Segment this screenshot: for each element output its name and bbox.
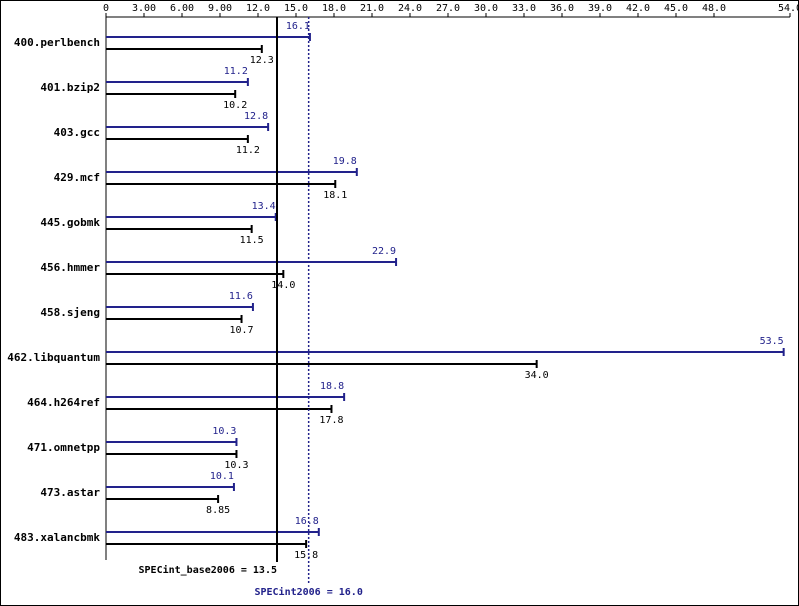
category-label: 456.hmmer: [40, 261, 100, 274]
x-tick-label: 12.0: [246, 3, 270, 14]
x-tick-label: 45.0: [664, 3, 688, 14]
category-label: 458.sjeng: [40, 306, 100, 319]
value-label: 11.2: [236, 145, 260, 156]
bar: [106, 78, 249, 86]
value-label: 11.2: [224, 66, 248, 77]
bar: [106, 303, 254, 311]
value-label: 10.1: [210, 471, 234, 482]
bar: [106, 450, 238, 458]
bar: [106, 45, 263, 53]
mean-label: SPECint_base2006 = 13.5: [139, 564, 277, 576]
x-tick-label: 6.00: [170, 3, 194, 14]
x-tick-label: 33.0: [512, 3, 536, 14]
bar: [106, 315, 243, 323]
value-label: 18.8: [320, 381, 344, 392]
bar: [106, 483, 235, 491]
value-label: 10.3: [212, 426, 236, 437]
bar: [106, 123, 270, 131]
x-tick-label: 3.00: [132, 3, 156, 14]
value-label: 16.8: [295, 516, 319, 527]
bar: [106, 213, 277, 221]
mean-label: SPECint2006 = 16.0: [254, 586, 362, 598]
value-label: 14.0: [271, 280, 295, 291]
value-label: 22.9: [372, 246, 396, 257]
value-label: 16.1: [286, 21, 310, 32]
value-label: 12.8: [244, 111, 268, 122]
value-label: 53.5: [760, 336, 784, 347]
bar: [106, 540, 308, 548]
x-tick-label: 48.0: [702, 3, 726, 14]
value-label: 10.7: [229, 325, 253, 336]
bar: [106, 225, 253, 233]
bar: [106, 495, 220, 503]
bar: [106, 90, 237, 98]
x-tick-label: 39.0: [588, 3, 612, 14]
category-label: 429.mcf: [54, 171, 100, 184]
bar: [106, 135, 249, 143]
value-label: 10.2: [223, 100, 247, 111]
x-tick-label: 42.0: [626, 3, 650, 14]
x-tick-label: 9.00: [208, 3, 232, 14]
bar: [106, 33, 311, 41]
bar: [106, 393, 346, 401]
value-label: 11.6: [229, 291, 253, 302]
value-label: 10.3: [224, 460, 248, 471]
bar: [106, 360, 538, 368]
bar: [106, 405, 333, 413]
bar: [106, 168, 358, 176]
category-label: 401.bzip2: [40, 81, 100, 94]
category-label: 473.astar: [40, 486, 100, 499]
category-label: 471.omnetpp: [27, 441, 100, 454]
category-label: 483.xalancbmk: [14, 531, 100, 544]
value-label: 17.8: [319, 415, 343, 426]
x-tick-label: 54.0: [778, 3, 799, 14]
x-tick-label: 18.0: [322, 3, 346, 14]
bar: [106, 528, 320, 536]
x-tick-label: 24.0: [398, 3, 422, 14]
value-label: 18.1: [323, 190, 347, 201]
bar: [106, 258, 398, 266]
x-tick-label: 0: [103, 3, 109, 14]
value-label: 8.85: [206, 505, 230, 516]
x-tick-label: 36.0: [550, 3, 574, 14]
value-label: 11.5: [240, 235, 264, 246]
x-tick-label: 30.0: [474, 3, 498, 14]
value-label: 34.0: [525, 370, 549, 381]
value-label: 15.8: [294, 550, 318, 561]
bar: [106, 348, 785, 356]
bar: [106, 180, 337, 188]
category-label: 445.gobmk: [40, 216, 100, 229]
x-tick-label: 21.0: [360, 3, 384, 14]
bar: [106, 438, 238, 446]
category-label: 400.perlbench: [14, 36, 100, 49]
category-label: 403.gcc: [54, 126, 100, 139]
x-tick-label: 15.0: [284, 3, 308, 14]
value-label: 13.4: [252, 201, 276, 212]
category-label: 462.libquantum: [7, 351, 100, 364]
bar: [106, 270, 285, 278]
value-label: 12.3: [250, 55, 274, 66]
x-tick-label: 27.0: [436, 3, 460, 14]
category-label: 464.h264ref: [27, 396, 100, 409]
value-label: 19.8: [333, 156, 357, 167]
